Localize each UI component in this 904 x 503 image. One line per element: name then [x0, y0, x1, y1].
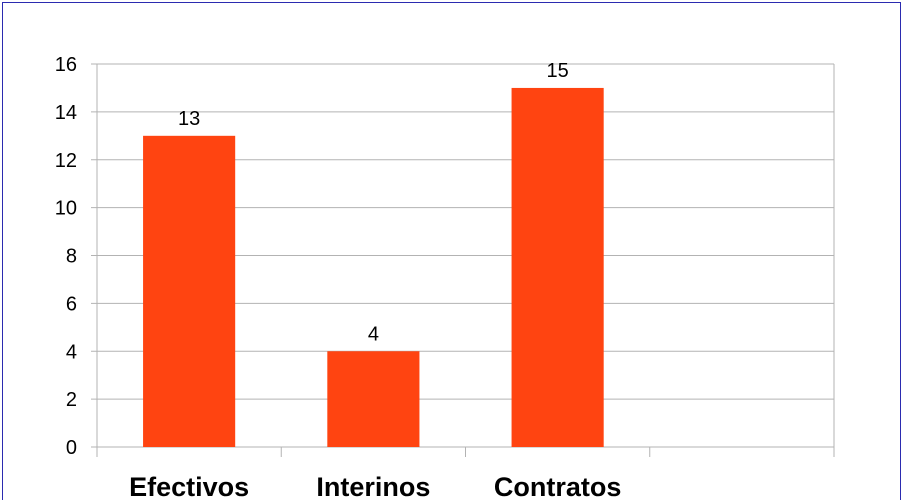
y-tick-label: 10	[55, 198, 77, 220]
data-label-contratos: 15	[547, 60, 569, 82]
x-category-label-contratos: Contratos	[494, 472, 622, 502]
y-tick-label: 4	[66, 341, 77, 363]
y-tick-labels: 0 2 4 6 8 10 12 14 16	[55, 54, 77, 459]
x-category-label-efectivos: Efectivos	[129, 472, 249, 502]
data-label-interinos: 4	[368, 323, 379, 345]
y-tick-label: 12	[55, 150, 77, 172]
y-tick-label: 14	[55, 102, 77, 124]
bars	[143, 87, 604, 447]
y-tick-label: 16	[55, 54, 77, 76]
x-category-label-interinos: Interinos	[316, 472, 430, 502]
data-label-efectivos: 13	[178, 108, 200, 130]
y-tick-label: 8	[66, 246, 77, 268]
bar-interinos	[327, 351, 420, 447]
y-tick-label: 2	[66, 389, 77, 411]
x-category-labels: Efectivos Interinos Contratos	[129, 472, 621, 502]
bar-efectivos	[143, 135, 236, 447]
data-labels: 13 4 15	[178, 60, 569, 345]
y-tick-label: 6	[66, 293, 77, 315]
axes	[96, 64, 835, 457]
y-tick-label: 0	[66, 437, 77, 459]
bar-contratos	[511, 87, 604, 447]
